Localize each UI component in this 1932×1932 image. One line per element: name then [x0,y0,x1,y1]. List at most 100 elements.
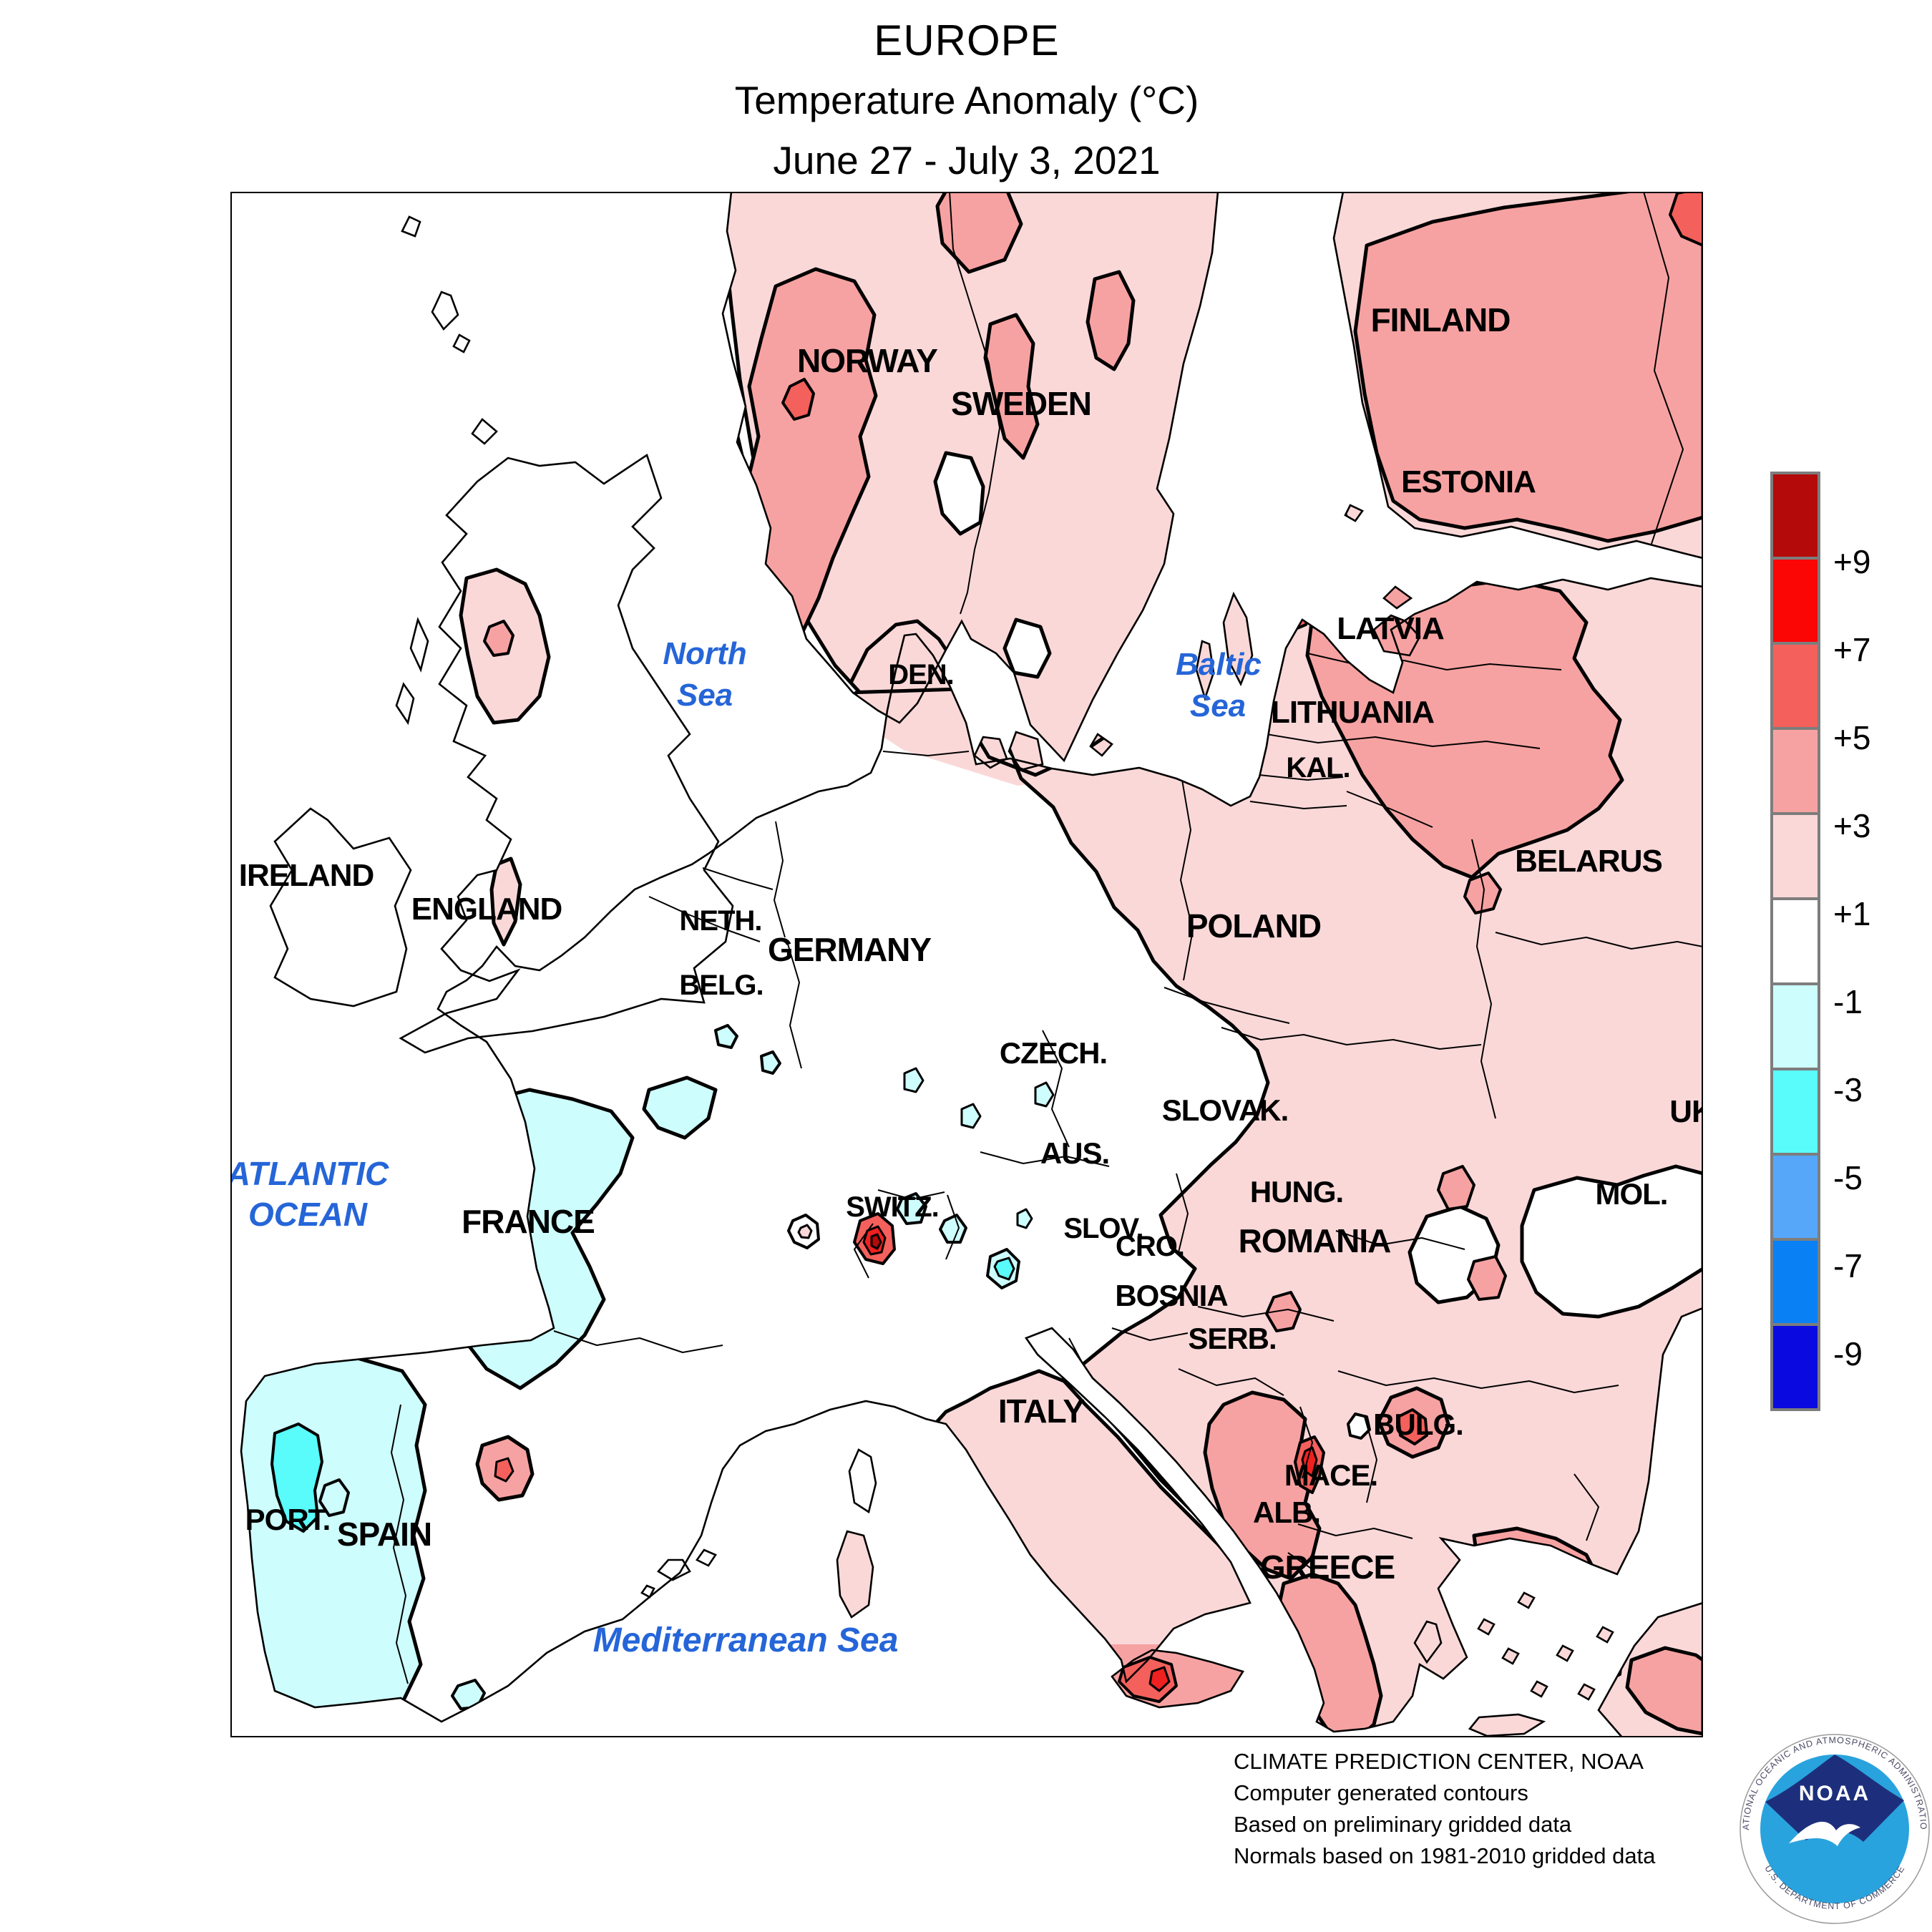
label-france: FRANCE [462,1203,595,1240]
label-bulg-: BULG. [1373,1407,1463,1441]
label-north: North [663,636,746,671]
noaa-logo: NOAA NATIONAL OCEANIC AND ATMOSPHERIC AD… [1740,1734,1930,1924]
cyan2-alps [993,1257,1015,1281]
mpink-norway-north [935,192,1023,274]
cyan2-galicia [270,1423,323,1533]
label-neth-: NETH. [680,905,762,937]
mpink-finland [1353,192,1703,543]
colorbar-cell-1 [1770,557,1820,645]
colorbar-cell-3 [1770,727,1820,815]
anomaly-colorbar [1770,472,1820,1411]
label-mol-: MOL. [1596,1177,1668,1211]
label-sea: Sea [1190,688,1246,723]
label-port-: PORT. [245,1503,331,1536]
colorbar-label-p1: +1 [1833,895,1871,932]
pink-england [489,857,522,947]
colorbar-cell-8 [1770,1153,1820,1241]
map-subtitle: Temperature Anomaly (°C) [734,78,1199,122]
map-title: EUROPE [874,16,1060,64]
cyan-alps4 [1016,1208,1033,1229]
label-slovak-: SLOVAK. [1162,1093,1289,1127]
colorbar-cell-7 [1770,1068,1820,1156]
colorbar-label-m5: -5 [1833,1159,1863,1196]
colorbar-label-p5: +5 [1833,719,1871,756]
cyan-czech2 [960,1103,982,1129]
colorbar-cell-10 [1770,1323,1820,1411]
map-canvas: NORWAY SWEDEN FINLAND ESTONIA LATVIA LITHUANI… [230,192,1703,1737]
white-greece-ring [1516,1550,1537,1571]
label-italy: ITALY [998,1392,1085,1430]
salmon-norway-spot [781,378,815,421]
label-atlantic: ATLANTIC [230,1155,389,1192]
mpink-hungary-spot [1265,1291,1302,1332]
mpink-scotland-core [483,620,514,657]
label-den-: DEN. [888,659,954,691]
colorbar-cell-2 [1770,642,1820,730]
label-finland: FINLAND [1371,301,1511,338]
cyan-belgium1 [714,1024,738,1049]
white-scania [1002,618,1052,679]
label-switz-: SWITZ. [846,1191,939,1223]
label-uk: UK [1669,1094,1703,1129]
label-romania: ROMANIA [1239,1222,1391,1259]
salmon-spain-core [494,1457,514,1483]
attribution-line-4: Normals based on 1981-2010 gridded data [1234,1843,1656,1868]
country-borders [391,192,1703,1684]
colorbar-label-p3: +3 [1833,807,1871,844]
cyan-iberia [241,1352,427,1722]
cyan-alps1 [896,1192,927,1225]
mpink-sweden-oval [1085,270,1136,371]
label-latvia: LATVIA [1337,611,1444,646]
label-baltic: Baltic [1176,647,1262,682]
label-mediterranean-sea: Mediterranean Sea [593,1621,899,1659]
label-germany: GERMANY [768,931,931,968]
colorbar-label-m7: -7 [1833,1247,1863,1284]
colorbar-cell-4 [1770,812,1820,900]
label-belg-: BELG. [679,970,763,1001]
colorbar-cell-0 [1770,472,1820,560]
label-aus-: AUS. [1040,1136,1109,1170]
label-ireland: IRELAND [239,858,374,893]
colorbar-label-m9: -9 [1833,1335,1863,1372]
label-serb-: SERB. [1188,1322,1276,1355]
mpink-turkey [1625,1646,1703,1736]
mpink-norway-east [983,313,1040,460]
label-cro-: CRO. [1116,1231,1184,1262]
label-sweden: SWEDEN [951,385,1091,422]
cyan-czech3 [1034,1081,1055,1108]
logo-dark-sky [1765,1755,1904,1842]
map-frame [230,192,1703,1737]
label-spain: SPAIN [337,1516,431,1553]
label-slov-: SLOV. [1063,1213,1143,1244]
cyan-belgium2 [760,1050,781,1075]
label-alb-: ALB. [1253,1496,1320,1529]
anomaly-plus7-regions [862,1225,1318,1692]
mpink-romania-spot2 [1467,1255,1507,1301]
colorbar-label-p9: +9 [1833,543,1871,580]
attribution-line-3: Based on preliminary gridded data [1234,1812,1572,1837]
label-hung-: HUNG. [1250,1175,1343,1209]
anomaly-minus3-regions [270,1257,1015,1533]
label-bosnia: BOSNIA [1115,1279,1228,1312]
seagull-icon [1789,1821,1860,1846]
cyan-shetland [422,388,439,408]
cyan-czech1 [903,1067,924,1093]
anomaly-minus1-regions [241,388,1425,1722]
cyan-gulf-island [1411,570,1425,587]
salmon-finland-corner [1669,192,1703,247]
colorbar-label-m3: -3 [1833,1071,1863,1108]
label-sea: Sea [677,678,733,713]
pink-alps-ring-core [797,1224,813,1239]
attribution-line-2: Computer generated contours [1234,1780,1528,1805]
label-belarus: BELARUS [1515,844,1662,879]
label-kal-: KAL. [1286,752,1350,784]
white-sweden-lakes [933,451,985,536]
label-ocean: OCEAN [248,1196,368,1233]
mpink-romania-spot1 [1437,1165,1475,1211]
white-bulgaria-ring [1347,1413,1371,1440]
mpink-norway [745,267,878,658]
label-mace-: MACE. [1284,1458,1377,1492]
attribution-line-1: CLIMATE PREDICTION CENTER, NOAA [1234,1749,1644,1774]
label-england: ENGLAND [411,892,562,927]
